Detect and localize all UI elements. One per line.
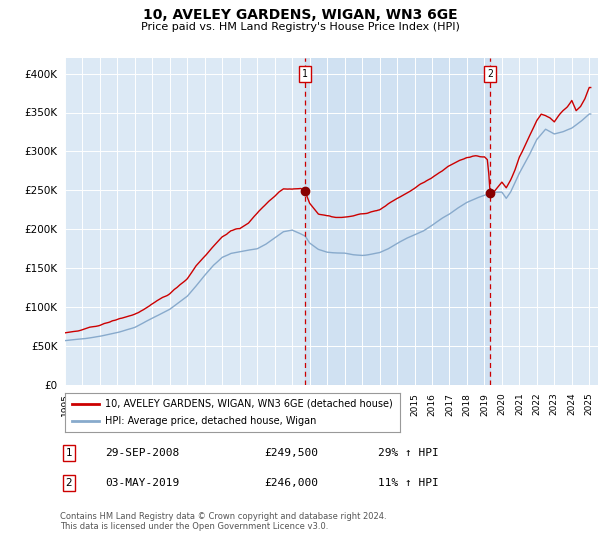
Text: £249,500: £249,500 xyxy=(264,448,318,458)
Text: £246,000: £246,000 xyxy=(264,478,318,488)
Text: 10, AVELEY GARDENS, WIGAN, WN3 6GE (detached house): 10, AVELEY GARDENS, WIGAN, WN3 6GE (deta… xyxy=(105,399,393,409)
Text: 03-MAY-2019: 03-MAY-2019 xyxy=(105,478,179,488)
Text: 2: 2 xyxy=(65,478,73,488)
Text: 1: 1 xyxy=(302,69,308,80)
Text: HPI: Average price, detached house, Wigan: HPI: Average price, detached house, Wiga… xyxy=(105,417,317,427)
Text: Price paid vs. HM Land Registry's House Price Index (HPI): Price paid vs. HM Land Registry's House … xyxy=(140,22,460,32)
Bar xyxy=(305,58,490,385)
Text: 1: 1 xyxy=(65,448,73,458)
Text: 29-SEP-2008: 29-SEP-2008 xyxy=(105,448,179,458)
Text: Contains HM Land Registry data © Crown copyright and database right 2024.
This d: Contains HM Land Registry data © Crown c… xyxy=(60,512,386,531)
Text: 2: 2 xyxy=(487,69,493,80)
Text: 29% ↑ HPI: 29% ↑ HPI xyxy=(378,448,439,458)
Text: 10, AVELEY GARDENS, WIGAN, WN3 6GE: 10, AVELEY GARDENS, WIGAN, WN3 6GE xyxy=(143,8,457,22)
Text: 11% ↑ HPI: 11% ↑ HPI xyxy=(378,478,439,488)
